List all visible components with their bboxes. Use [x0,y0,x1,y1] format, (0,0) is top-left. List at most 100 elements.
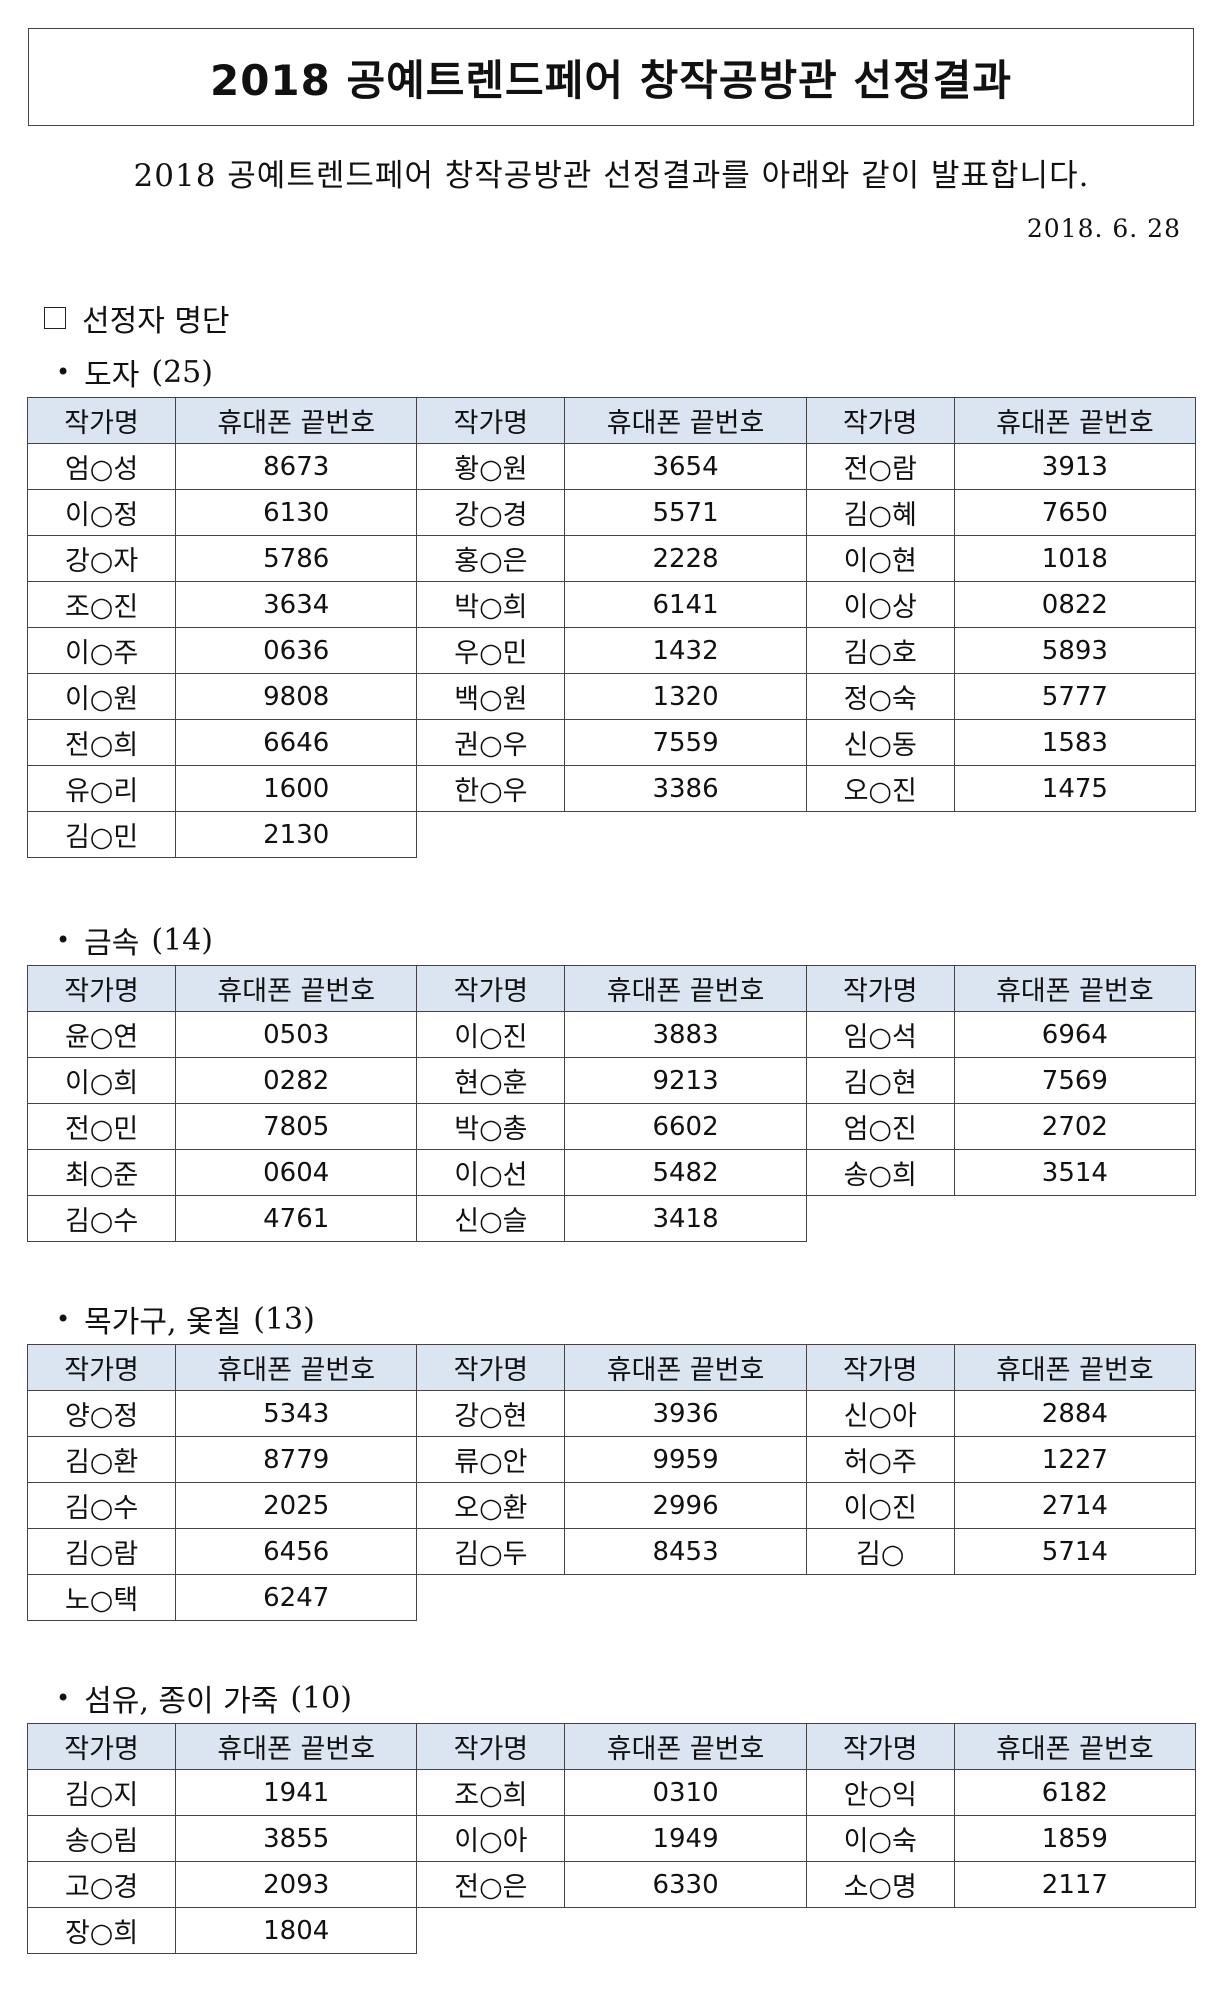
artist-name-cell: 황○원 [416,443,566,490]
artist-name-cell: 권○우 [416,719,566,766]
phone-last-digits-cell: 1804 [175,1907,418,1954]
table-row: 김○수 2025 오○환 2996 이○진 2714 [26,1482,1197,1529]
header-phone-last-digits: 휴대폰 끝번호 [953,1723,1197,1770]
empty-cell [806,812,954,858]
artist-name-cell: 김○혜 [805,489,955,536]
phone-last-digits-cell: 0310 [564,1769,807,1816]
header-artist-name: 작가명 [26,1723,177,1770]
artist-name-cell: 최○준 [26,1149,177,1196]
table-row: 이○주 0636 우○민 1432 김○호 5893 [26,627,1197,674]
artist-name-cell: 강○현 [416,1390,566,1437]
artist-name-cell: 우○민 [416,627,566,674]
section-heading-text: 선정자 명단 [82,304,230,339]
artist-name-cell: 류○안 [416,1436,566,1483]
artist-name-cell: 송○림 [26,1815,177,1862]
header-artist-name: 작가명 [416,397,566,444]
bullet-icon: • [56,1684,71,1712]
artist-name-cell: 오○진 [805,765,955,812]
table-header-row: 작가명 휴대폰 끝번호 작가명 휴대폰 끝번호 작가명 휴대폰 끝번호 [26,1344,1197,1391]
header-artist-name: 작가명 [805,965,955,1012]
empty-cell [565,1575,806,1621]
phone-last-digits-cell: 2702 [953,1103,1197,1150]
artist-name-cell: 윤○연 [26,1011,177,1058]
header-phone-last-digits: 휴대폰 끝번호 [175,965,418,1012]
artist-name-cell: 노○택 [26,1574,177,1621]
artist-name-cell: 이○선 [416,1149,566,1196]
artist-name-cell: 이○희 [26,1057,177,1104]
artist-name-cell: 한○우 [416,765,566,812]
category-name: 도자 [84,358,140,393]
empty-cell [954,1575,1195,1621]
phone-last-digits-cell: 3855 [175,1815,418,1862]
phone-last-digits-cell: 1432 [564,627,807,674]
phone-last-digits-cell: 1227 [953,1436,1197,1483]
phone-last-digits-cell: 5786 [175,535,418,582]
artist-name-cell: 조○진 [26,581,177,628]
empty-cell [417,812,565,858]
artist-name-cell: 김○ [805,1528,955,1575]
artist-name-cell: 송○희 [805,1149,955,1196]
table-row: 윤○연 0503 이○진 3883 임○석 6964 [26,1011,1197,1058]
artist-name-cell: 신○슬 [416,1195,566,1242]
header-artist-name: 작가명 [416,1723,566,1770]
table-row: 송○림 3855 이○아 1949 이○숙 1859 [26,1815,1197,1862]
artist-name-cell: 김○두 [416,1528,566,1575]
header-artist-name: 작가명 [805,397,955,444]
artist-name-cell: 이○숙 [805,1815,955,1862]
table-row: 최○준 0604 이○선 5482 송○희 3514 [26,1149,1197,1196]
phone-last-digits-cell: 3654 [564,443,807,490]
selection-table: 작가명 휴대폰 끝번호 작가명 휴대폰 끝번호 작가명 휴대폰 끝번호 김○지 1941 조○희… [26,1723,1197,1954]
empty-cell [806,1196,954,1242]
phone-last-digits-cell: 1583 [953,719,1197,766]
table-row: 이○희 0282 현○훈 9213 김○현 7569 [26,1057,1197,1104]
artist-name-cell: 김○수 [26,1195,177,1242]
phone-last-digits-cell: 1949 [564,1815,807,1862]
artist-name-cell: 강○자 [26,535,177,582]
phone-last-digits-cell: 2025 [175,1482,418,1529]
phone-last-digits-cell: 8673 [175,443,418,490]
empty-cell [954,1908,1195,1954]
selection-table: 작가명 휴대폰 끝번호 작가명 휴대폰 끝번호 작가명 휴대폰 끝번호 윤○연 0503 이○진… [26,965,1197,1242]
artist-name-cell: 정○숙 [805,673,955,720]
phone-last-digits-cell: 5571 [564,489,807,536]
artist-name-cell: 신○동 [805,719,955,766]
artist-name-cell: 김○민 [26,811,177,858]
selection-table: 작가명 휴대폰 끝번호 작가명 휴대폰 끝번호 작가명 휴대폰 끝번호 엄○성 8673 황○원… [26,397,1197,858]
page-title: 2018 공예트렌드페어 창작공방관 선정결과 [209,55,1012,105]
artist-name-cell: 전○은 [416,1861,566,1908]
bullet-icon: • [56,1305,71,1333]
selection-table: 작가명 휴대폰 끝번호 작가명 휴대폰 끝번호 작가명 휴대폰 끝번호 양○정 5343 강○현… [26,1344,1197,1621]
phone-last-digits-cell: 6456 [175,1528,418,1575]
table-row: 엄○성 8673 황○원 3654 전○람 3913 [26,443,1197,490]
phone-last-digits-cell: 6247 [175,1574,418,1621]
table-row: 김○환 8779 류○안 9959 허○주 1227 [26,1436,1197,1483]
empty-cell [954,1196,1195,1242]
phone-last-digits-cell: 7559 [564,719,807,766]
table-row: 양○정 5343 강○현 3936 신○아 2884 [26,1390,1197,1437]
category-name: 금속 [84,926,140,961]
category-count: (25) [151,354,213,390]
phone-last-digits-cell: 6182 [953,1769,1197,1816]
artist-name-cell: 고○경 [26,1861,177,1908]
artist-name-cell: 김○수 [26,1482,177,1529]
phone-last-digits-cell: 1859 [953,1815,1197,1862]
artist-name-cell: 이○정 [26,489,177,536]
empty-cell [417,1908,565,1954]
header-artist-name: 작가명 [805,1344,955,1391]
phone-last-digits-cell: 3418 [564,1195,807,1242]
phone-last-digits-cell: 0503 [175,1011,418,1058]
table-row: 전○민 7805 박○총 6602 엄○진 2702 [26,1103,1197,1150]
category-count: (14) [151,922,213,958]
artist-name-cell: 김○환 [26,1436,177,1483]
phone-last-digits-cell: 2996 [564,1482,807,1529]
intro-text: 2018 공예트렌드페어 창작공방관 선정결과를 아래와 같이 발표합니다. [133,158,1090,194]
artist-name-cell: 허○주 [805,1436,955,1483]
header-artist-name: 작가명 [26,1344,177,1391]
header-artist-name: 작가명 [416,1344,566,1391]
table-row: 전○희 6646 권○우 7559 신○동 1583 [26,719,1197,766]
phone-last-digits-cell: 7569 [953,1057,1197,1104]
artist-name-cell: 이○주 [26,627,177,674]
phone-last-digits-cell: 3936 [564,1390,807,1437]
phone-last-digits-cell: 9959 [564,1436,807,1483]
table-header-row: 작가명 휴대폰 끝번호 작가명 휴대폰 끝번호 작가명 휴대폰 끝번호 [26,397,1197,444]
